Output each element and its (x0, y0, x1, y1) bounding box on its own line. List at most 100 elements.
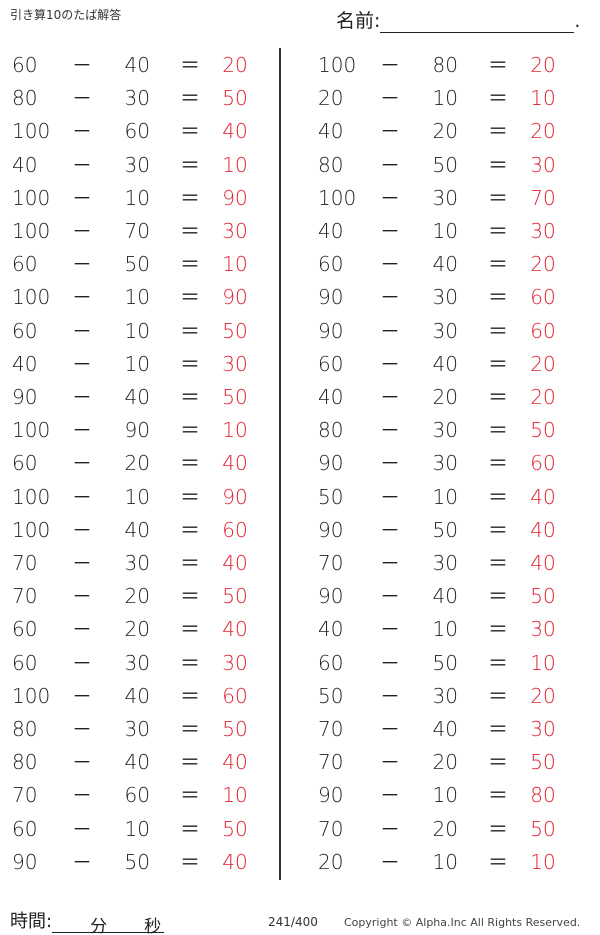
answer: 10 (530, 849, 556, 874)
minus-sign: － (72, 683, 92, 708)
minuend: 90 (12, 385, 38, 409)
minuend: 50 (318, 683, 344, 708)
equals-sign: ＝ (488, 53, 508, 77)
seconds-label: 秒 (144, 917, 162, 935)
minuend: 70 (318, 750, 344, 775)
answer: 20 (530, 252, 556, 277)
subtrahend: 20 (124, 617, 150, 642)
minus-sign: － (72, 783, 92, 808)
equals-sign: ＝ (488, 650, 508, 675)
subtrahend: 50 (432, 517, 458, 542)
minus-sign: － (380, 53, 400, 77)
equals-sign: ＝ (488, 517, 508, 542)
equals-sign: ＝ (180, 385, 200, 409)
minus-sign: － (72, 517, 92, 542)
minus-sign: － (72, 318, 92, 343)
minus-sign: － (380, 152, 400, 177)
minus-sign: － (380, 849, 400, 874)
minuend: 100 (12, 418, 51, 443)
minus-sign: － (380, 517, 400, 542)
minuend: 40 (318, 385, 344, 409)
name-label: 名前: (336, 10, 381, 32)
minus-sign: － (72, 285, 92, 310)
answer: 30 (530, 219, 556, 243)
subtrahend: 30 (432, 185, 458, 210)
answer: 30 (530, 152, 556, 177)
answer: 50 (222, 385, 248, 409)
minuend: 90 (318, 318, 344, 343)
minuend: 100 (12, 683, 51, 708)
subtrahend: 30 (124, 152, 150, 177)
minus-sign: － (72, 351, 92, 376)
minuend: 90 (318, 584, 344, 609)
equals-sign: ＝ (180, 53, 200, 77)
minuend: 70 (12, 783, 38, 808)
subtrahend: 30 (432, 551, 458, 575)
answer: 40 (222, 617, 248, 642)
equals-sign: ＝ (180, 683, 200, 708)
subtrahend: 40 (124, 750, 150, 775)
subtrahend: 10 (432, 484, 458, 509)
minus-sign: － (72, 451, 92, 476)
answer: 30 (530, 617, 556, 642)
equals-sign: ＝ (488, 451, 508, 476)
equals-sign: ＝ (180, 783, 200, 808)
answer: 20 (530, 385, 556, 409)
answer: 10 (530, 86, 556, 111)
equals-sign: ＝ (180, 451, 200, 476)
answer: 40 (530, 517, 556, 542)
subtrahend: 90 (124, 418, 150, 443)
equals-sign: ＝ (488, 750, 508, 775)
equals-sign: ＝ (488, 152, 508, 177)
answer: 50 (530, 750, 556, 775)
subtrahend: 50 (124, 849, 150, 874)
minuend: 60 (12, 53, 38, 77)
worksheet-title: 引き算10のたば解答 (10, 8, 122, 22)
answer: 60 (530, 318, 556, 343)
subtrahend: 40 (432, 717, 458, 741)
minuend: 90 (318, 517, 344, 542)
subtrahend: 30 (124, 717, 150, 741)
minus-sign: － (380, 252, 400, 277)
equals-sign: ＝ (488, 219, 508, 243)
answer: 70 (530, 185, 556, 210)
equals-sign: ＝ (488, 351, 508, 376)
minuend: 60 (318, 650, 344, 675)
subtrahend: 20 (124, 451, 150, 476)
minuend: 70 (12, 584, 38, 609)
minus-sign: － (380, 285, 400, 310)
subtrahend: 40 (124, 517, 150, 542)
answer: 40 (222, 849, 248, 874)
minuend: 70 (12, 551, 38, 575)
minuend: 100 (318, 185, 357, 210)
minuend: 100 (12, 285, 51, 310)
subtrahend: 20 (432, 750, 458, 775)
minus-sign: － (72, 750, 92, 775)
equals-sign: ＝ (488, 185, 508, 210)
subtrahend: 60 (124, 783, 150, 808)
answer: 60 (530, 285, 556, 310)
equals-sign: ＝ (180, 617, 200, 642)
equals-sign: ＝ (180, 351, 200, 376)
answer: 40 (530, 551, 556, 575)
minuend: 80 (12, 750, 38, 775)
minuend: 50 (318, 484, 344, 509)
minus-sign: － (72, 86, 92, 111)
name-field: 名前:. (336, 6, 580, 33)
minus-sign: － (72, 219, 92, 243)
minuend: 20 (318, 86, 344, 111)
minuend: 70 (318, 816, 344, 841)
equals-sign: ＝ (488, 717, 508, 741)
subtrahend: 10 (432, 617, 458, 642)
equals-sign: ＝ (180, 484, 200, 509)
minuend: 60 (12, 617, 38, 642)
name-underline (380, 14, 575, 33)
equals-sign: ＝ (488, 617, 508, 642)
equals-sign: ＝ (180, 318, 200, 343)
equals-sign: ＝ (180, 584, 200, 609)
minuend: 90 (318, 783, 344, 808)
equals-sign: ＝ (180, 86, 200, 111)
answer: 40 (222, 750, 248, 775)
minus-sign: － (72, 53, 92, 77)
minuend: 100 (12, 119, 51, 144)
